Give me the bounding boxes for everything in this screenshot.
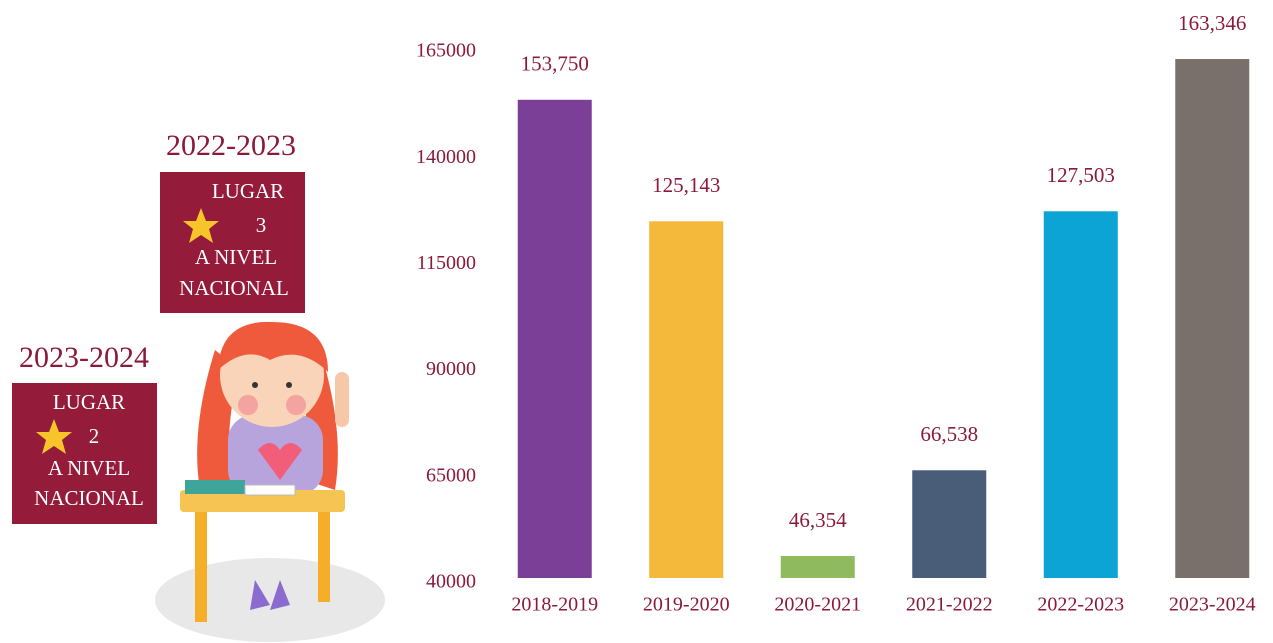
page: 2022-2023 LUGAR 3 A NIVEL NACIONAL 2023-…: [0, 0, 1273, 643]
badge-line: A NIVEL: [48, 456, 130, 480]
value-label: 125,143: [652, 173, 720, 197]
badge-line: NACIONAL: [34, 486, 144, 510]
badge-title: 2022-2023: [166, 129, 296, 162]
bar: [649, 221, 723, 578]
bar: [912, 470, 986, 578]
badge-line: LUGAR: [212, 179, 284, 203]
badge-title: 2023-2024: [19, 341, 149, 374]
y-tick-label: 40000: [426, 571, 476, 593]
y-tick-label: 165000: [416, 40, 476, 62]
badge-line: A NIVEL: [195, 245, 277, 269]
badge-line: 2: [89, 424, 100, 448]
bar: [518, 100, 592, 578]
x-tick-label: 2020-2021: [774, 594, 861, 616]
bar: [1044, 211, 1118, 578]
chart: 40000 65000 90000 115000 140000 165000 2018-20…: [416, 11, 1256, 616]
value-label: 153,750: [521, 52, 589, 76]
value-label: 66,538: [920, 422, 978, 446]
value-label: 46,354: [789, 508, 847, 532]
bar: [781, 556, 855, 578]
y-tick-label: 90000: [426, 358, 476, 380]
y-tick-label: 140000: [416, 146, 476, 168]
x-tick-label: 2018-2019: [511, 594, 598, 616]
y-tick-label: 65000: [426, 464, 476, 486]
value-label: 127,503: [1047, 163, 1115, 187]
y-tick-label: 115000: [417, 252, 476, 274]
x-tick-label: 2019-2020: [643, 594, 730, 616]
x-tick-label: 2021-2022: [906, 594, 993, 616]
x-tick-label: 2022-2023: [1037, 594, 1124, 616]
bar: [1175, 59, 1249, 578]
badge-line: LUGAR: [53, 390, 125, 414]
x-tick-label: 2023-2024: [1169, 594, 1256, 616]
girl-illustration: [155, 322, 385, 642]
badge-line: 3: [256, 213, 267, 237]
badge-line: NACIONAL: [179, 276, 289, 300]
value-label: 163,346: [1178, 11, 1246, 35]
